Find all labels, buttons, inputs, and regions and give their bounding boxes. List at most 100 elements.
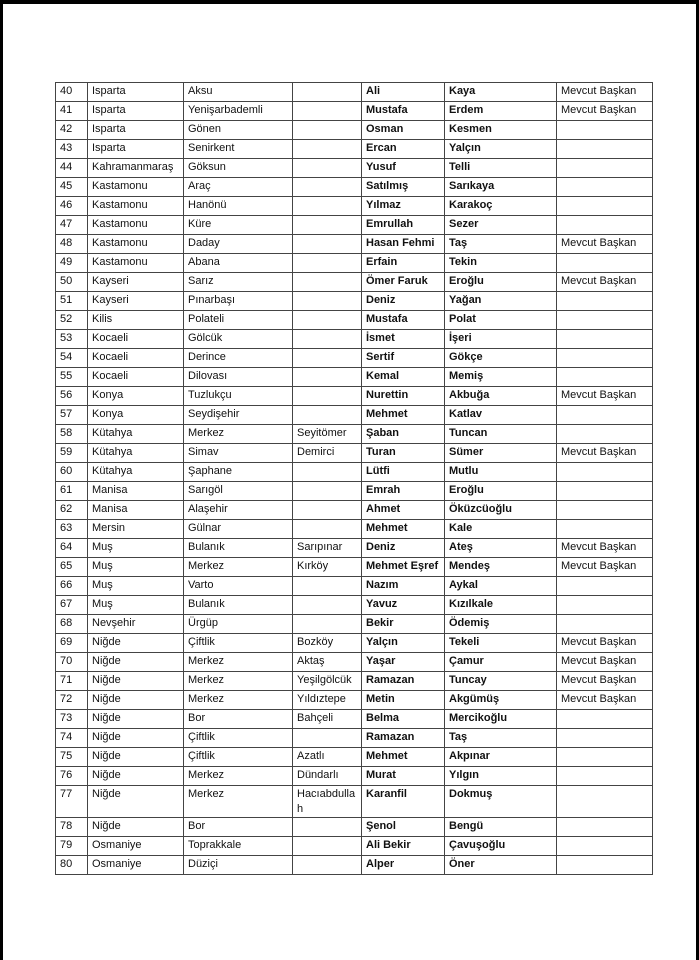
table-row: 43 Isparta Senirkent Ercan Yalçın — [55, 139, 653, 159]
table-row: 61 Manisa Sarıgöl Emrah Eroğlu — [55, 481, 653, 501]
village-cell — [292, 836, 362, 856]
province-cell: Kocaeli — [87, 329, 184, 349]
first-name-cell: Lütfi — [361, 462, 445, 482]
table-row: 76 Niğde Merkez Dündarlı Murat Yılgın — [55, 766, 653, 786]
province-cell: Niğde — [87, 690, 184, 710]
province-cell: Kilis — [87, 310, 184, 330]
village-cell — [292, 386, 362, 406]
district-cell: Merkez — [183, 652, 293, 672]
row-number-cell: 72 — [55, 690, 88, 710]
first-name-cell: Ali — [361, 82, 445, 102]
village-cell — [292, 272, 362, 292]
table-row: 80 Osmaniye Düziçi Alper Öner — [55, 855, 653, 875]
first-name-cell: Mustafa — [361, 101, 445, 121]
table-row: 58 Kütahya Merkez Seyitömer Şaban Tuncan — [55, 424, 653, 444]
candidate-table: 40 Isparta Aksu Ali Kaya Mevcut Başkan 41 Ispar… — [55, 82, 653, 875]
province-cell: Muş — [87, 538, 184, 558]
district-cell: Ürgüp — [183, 614, 293, 634]
district-cell: Hanönü — [183, 196, 293, 216]
table-row: 51 Kayseri Pınarbaşı Deniz Yağan — [55, 291, 653, 311]
last-name-cell: Çavuşoğlu — [444, 836, 557, 856]
table-row: 79 Osmaniye Toprakkale Ali Bekir Çavuşoğlu — [55, 836, 653, 856]
last-name-cell: Katlav — [444, 405, 557, 425]
note-cell — [556, 196, 653, 216]
first-name-cell: Belma — [361, 709, 445, 729]
province-cell: Muş — [87, 557, 184, 577]
note-cell: Mevcut Başkan — [556, 671, 653, 691]
row-number-cell: 48 — [55, 234, 88, 254]
first-name-cell: Mehmet — [361, 747, 445, 767]
village-cell — [292, 139, 362, 159]
province-cell: Kocaeli — [87, 348, 184, 368]
province-cell: Konya — [87, 405, 184, 425]
note-cell — [556, 177, 653, 197]
village-cell — [292, 234, 362, 254]
province-cell: Manisa — [87, 500, 184, 520]
province-cell: Kastamonu — [87, 196, 184, 216]
table-row: 45 Kastamonu Araç Satılmış Sarıkaya — [55, 177, 653, 197]
document-page: 40 Isparta Aksu Ali Kaya Mevcut Başkan 41 Ispar… — [3, 4, 696, 960]
row-number-cell: 41 — [55, 101, 88, 121]
note-cell: Mevcut Başkan — [556, 101, 653, 121]
row-number-cell: 73 — [55, 709, 88, 729]
note-cell — [556, 709, 653, 729]
province-cell: Niğde — [87, 785, 184, 818]
row-number-cell: 53 — [55, 329, 88, 349]
last-name-cell: Akgümüş — [444, 690, 557, 710]
district-cell: Gölcük — [183, 329, 293, 349]
table-row: 50 Kayseri Sarız Ömer Faruk Eroğlu Mevcut Baş… — [55, 272, 653, 292]
province-cell: Kayseri — [87, 272, 184, 292]
province-cell: Kastamonu — [87, 177, 184, 197]
row-number-cell: 67 — [55, 595, 88, 615]
note-cell — [556, 766, 653, 786]
row-number-cell: 76 — [55, 766, 88, 786]
note-cell: Mevcut Başkan — [556, 272, 653, 292]
row-number-cell: 71 — [55, 671, 88, 691]
table-row: 59 Kütahya Simav Demirci Turan Sümer Mevcut Ba… — [55, 443, 653, 463]
village-cell — [292, 101, 362, 121]
district-cell: Senirkent — [183, 139, 293, 159]
last-name-cell: Kızılkale — [444, 595, 557, 615]
province-cell: Niğde — [87, 766, 184, 786]
table-row: 63 Mersin Gülnar Mehmet Kale — [55, 519, 653, 539]
village-cell — [292, 614, 362, 634]
note-cell — [556, 120, 653, 140]
province-cell: Kütahya — [87, 462, 184, 482]
table-row: 55 Kocaeli Dilovası Kemal Memiş — [55, 367, 653, 387]
village-cell: Hacıabdullah — [292, 785, 362, 818]
first-name-cell: Şaban — [361, 424, 445, 444]
district-cell: Merkez — [183, 690, 293, 710]
table-row: 41 Isparta Yenişarbademli Mustafa Erdem Mevcu… — [55, 101, 653, 121]
village-cell: Demirci — [292, 443, 362, 463]
note-cell — [556, 158, 653, 178]
row-number-cell: 40 — [55, 82, 88, 102]
village-cell — [292, 158, 362, 178]
district-cell: Toprakkale — [183, 836, 293, 856]
note-cell — [556, 576, 653, 596]
last-name-cell: Kesmen — [444, 120, 557, 140]
province-cell: Kastamonu — [87, 253, 184, 273]
last-name-cell: Memiş — [444, 367, 557, 387]
first-name-cell: Kemal — [361, 367, 445, 387]
first-name-cell: Deniz — [361, 291, 445, 311]
row-number-cell: 45 — [55, 177, 88, 197]
district-cell: Küre — [183, 215, 293, 235]
last-name-cell: Ödemiş — [444, 614, 557, 634]
district-cell: Dilovası — [183, 367, 293, 387]
province-cell: Niğde — [87, 671, 184, 691]
row-number-cell: 74 — [55, 728, 88, 748]
village-cell — [292, 215, 362, 235]
row-number-cell: 42 — [55, 120, 88, 140]
last-name-cell: Sarıkaya — [444, 177, 557, 197]
note-cell — [556, 785, 653, 818]
province-cell: Kastamonu — [87, 215, 184, 235]
village-cell — [292, 817, 362, 837]
first-name-cell: Ömer Faruk — [361, 272, 445, 292]
first-name-cell: Osman — [361, 120, 445, 140]
note-cell — [556, 367, 653, 387]
table-row: 72 Niğde Merkez Yıldıztepe Metin Akgümüş Mevcu… — [55, 690, 653, 710]
note-cell: Mevcut Başkan — [556, 652, 653, 672]
last-name-cell: Bengü — [444, 817, 557, 837]
village-cell — [292, 462, 362, 482]
village-cell — [292, 595, 362, 615]
